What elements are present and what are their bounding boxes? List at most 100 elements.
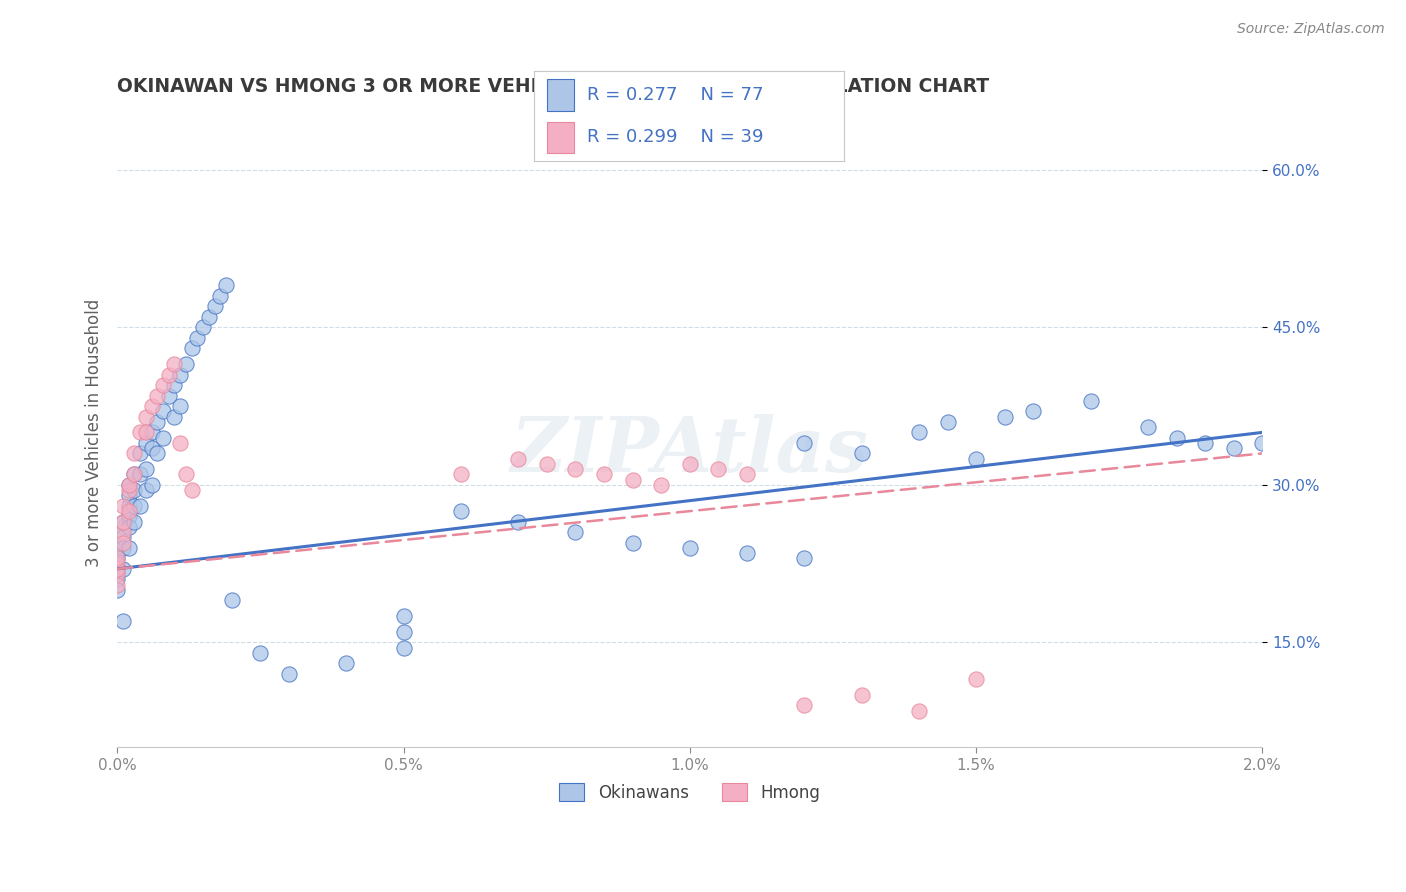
Point (141, 478, 163, 492)
Point (564, 525, 586, 540)
Point (117, 504, 139, 518)
Text: R = 0.277    N = 77: R = 0.277 N = 77 (586, 87, 763, 104)
Point (152, 404, 174, 418)
Point (146, 389, 169, 403)
Point (851, 446, 873, 460)
Point (117, 478, 139, 492)
Point (1251, 436, 1274, 450)
Point (793, 698, 815, 713)
Point (111, 541, 134, 555)
Point (994, 409, 1017, 424)
Point (141, 399, 163, 413)
Point (506, 451, 529, 466)
Point (1136, 420, 1159, 434)
Point (163, 378, 186, 392)
Point (111, 515, 134, 529)
Point (679, 457, 702, 471)
Bar (547, 79, 575, 111)
Point (141, 425, 163, 440)
Point (117, 520, 139, 534)
Legend: Okinawans, Hmong: Okinawans, Hmong (553, 777, 827, 808)
Point (174, 467, 197, 482)
Point (169, 368, 191, 382)
Point (105, 577, 128, 591)
Point (851, 688, 873, 702)
Point (936, 415, 959, 429)
Point (392, 609, 415, 624)
Point (111, 535, 134, 549)
Point (621, 473, 644, 487)
Point (105, 551, 128, 566)
Text: R = 0.299    N = 39: R = 0.299 N = 39 (586, 128, 763, 146)
Point (163, 409, 186, 424)
Point (124, 499, 146, 513)
Point (111, 615, 134, 629)
Point (129, 446, 152, 460)
Point (117, 499, 139, 513)
Point (135, 436, 157, 450)
Point (146, 446, 169, 460)
Point (278, 666, 301, 681)
Point (157, 368, 180, 382)
Point (191, 320, 214, 334)
Point (169, 399, 191, 413)
Point (392, 640, 415, 655)
Point (152, 431, 174, 445)
Point (249, 646, 271, 660)
Point (965, 672, 987, 686)
Bar (547, 122, 575, 153)
Point (124, 467, 146, 482)
Point (111, 525, 134, 540)
Point (198, 310, 221, 324)
Point (1022, 404, 1045, 418)
Point (215, 278, 238, 293)
Text: Source: ZipAtlas.com: Source: ZipAtlas.com (1237, 22, 1385, 37)
Point (209, 289, 232, 303)
Point (135, 483, 157, 497)
Point (650, 478, 672, 492)
Y-axis label: 3 or more Vehicles in Household: 3 or more Vehicles in Household (86, 298, 103, 566)
Point (163, 357, 186, 371)
Text: OKINAWAN VS HMONG 3 OR MORE VEHICLES IN HOUSEHOLD CORRELATION CHART: OKINAWAN VS HMONG 3 OR MORE VEHICLES IN … (117, 78, 990, 96)
Point (146, 415, 169, 429)
Point (1166, 431, 1188, 445)
Point (105, 567, 128, 582)
Point (124, 467, 146, 482)
Point (564, 462, 586, 476)
Point (1223, 441, 1246, 455)
Point (124, 515, 146, 529)
Point (111, 530, 134, 544)
Point (117, 478, 139, 492)
Point (169, 436, 191, 450)
Point (204, 300, 226, 314)
Point (117, 483, 139, 497)
Point (111, 562, 134, 576)
Point (124, 446, 146, 460)
Point (392, 624, 415, 639)
Point (105, 546, 128, 560)
Point (135, 462, 157, 476)
Point (180, 342, 202, 356)
Point (707, 462, 730, 476)
Point (793, 551, 815, 566)
Point (180, 483, 202, 497)
Point (965, 451, 987, 466)
Point (105, 573, 128, 587)
Point (335, 657, 357, 671)
Point (105, 582, 128, 597)
Point (506, 515, 529, 529)
Point (117, 509, 139, 524)
Point (536, 457, 558, 471)
Point (105, 557, 128, 571)
Point (793, 436, 815, 450)
Point (221, 593, 243, 607)
Point (1080, 393, 1102, 408)
Point (908, 425, 931, 440)
Point (152, 378, 174, 392)
Point (450, 504, 472, 518)
Text: ZIPAtlas: ZIPAtlas (510, 414, 869, 488)
Point (117, 488, 139, 502)
Point (141, 441, 163, 455)
Point (124, 483, 146, 497)
Point (157, 389, 180, 403)
